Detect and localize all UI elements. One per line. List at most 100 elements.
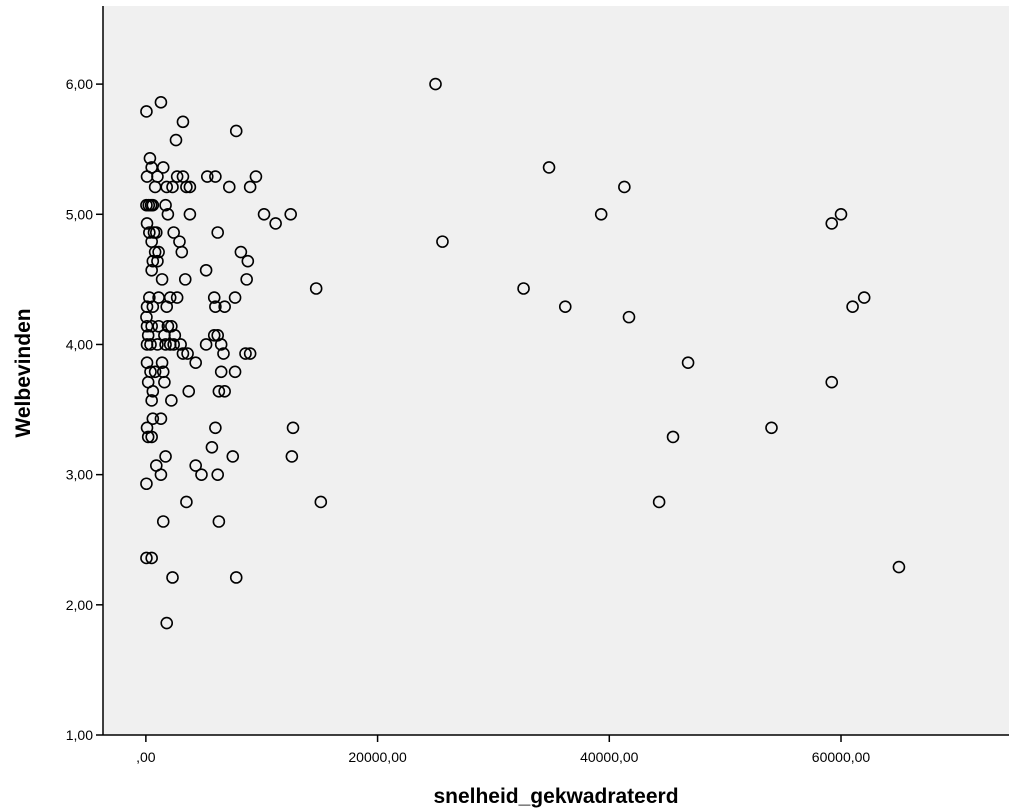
data-point bbox=[212, 515, 226, 528]
data-point bbox=[156, 161, 170, 174]
data-point bbox=[160, 616, 174, 630]
data-point bbox=[176, 115, 190, 129]
data-point bbox=[143, 152, 157, 165]
data-point bbox=[180, 180, 193, 194]
data-point bbox=[222, 180, 236, 194]
data-point bbox=[825, 375, 839, 389]
data-point bbox=[249, 170, 263, 183]
data-point bbox=[228, 291, 242, 304]
data-point bbox=[175, 245, 189, 259]
data-point bbox=[176, 347, 190, 360]
data-point bbox=[209, 421, 222, 435]
data-point bbox=[165, 394, 178, 407]
y-tick-label: 5,00 bbox=[66, 206, 93, 222]
data-point bbox=[140, 310, 153, 324]
data-point bbox=[558, 300, 572, 314]
data-point bbox=[209, 170, 222, 183]
data-point bbox=[182, 385, 196, 398]
data-point bbox=[622, 310, 636, 324]
data-point bbox=[217, 347, 230, 360]
data-point bbox=[141, 430, 155, 444]
data-point bbox=[156, 515, 170, 528]
data-point bbox=[200, 170, 214, 183]
data-point bbox=[681, 356, 695, 369]
data-point bbox=[209, 300, 222, 314]
y-tick-label: 2,00 bbox=[66, 597, 93, 613]
y-axis-title: Welbevinden bbox=[12, 308, 35, 437]
data-point bbox=[517, 282, 530, 295]
data-point bbox=[145, 263, 158, 277]
data-point bbox=[159, 450, 172, 463]
data-point bbox=[226, 450, 240, 463]
data-point bbox=[145, 394, 158, 407]
y-tick-label: 4,00 bbox=[66, 336, 93, 352]
data-point bbox=[284, 207, 297, 221]
data-point bbox=[212, 385, 226, 398]
data-point bbox=[152, 245, 165, 259]
data-point bbox=[181, 347, 194, 360]
data-point bbox=[243, 180, 257, 194]
data-point bbox=[229, 124, 243, 138]
data-point bbox=[155, 273, 169, 286]
data-point bbox=[594, 207, 608, 221]
data-point bbox=[765, 421, 778, 435]
data-point bbox=[195, 468, 208, 481]
data-point bbox=[239, 347, 252, 360]
data-point bbox=[309, 282, 323, 295]
data-point bbox=[257, 207, 271, 221]
x-tick-label: 60000,00 bbox=[812, 749, 871, 765]
data-point bbox=[183, 180, 197, 194]
data-point bbox=[167, 338, 180, 351]
data-point bbox=[666, 430, 680, 444]
data-point bbox=[159, 198, 172, 212]
data-point bbox=[154, 468, 168, 481]
data-point bbox=[218, 300, 231, 314]
data-point bbox=[241, 254, 255, 268]
y-tick-label: 1,00 bbox=[66, 727, 93, 743]
data-point bbox=[146, 254, 160, 268]
data-point bbox=[243, 347, 257, 360]
data-point bbox=[314, 495, 328, 509]
data-point bbox=[205, 441, 219, 454]
data-point bbox=[174, 338, 187, 351]
data-point bbox=[618, 180, 631, 194]
data-point bbox=[429, 77, 442, 91]
data-point bbox=[189, 459, 202, 472]
data-point bbox=[151, 338, 164, 351]
data-point bbox=[155, 356, 169, 369]
data-point bbox=[229, 571, 243, 584]
x-axis-title: snelheid_gekwadrateerd bbox=[433, 785, 678, 808]
data-point bbox=[143, 226, 156, 239]
data-point bbox=[234, 245, 248, 259]
data-point bbox=[240, 273, 253, 286]
data-points bbox=[140, 77, 906, 630]
data-point bbox=[148, 365, 162, 379]
data-point bbox=[542, 161, 556, 174]
data-point bbox=[846, 300, 859, 314]
data-point bbox=[146, 385, 160, 398]
data-point bbox=[144, 338, 157, 351]
data-point bbox=[892, 560, 906, 574]
data-point bbox=[207, 291, 221, 304]
data-point bbox=[228, 365, 242, 379]
data-point bbox=[652, 495, 666, 509]
data-point bbox=[140, 477, 153, 491]
data-point bbox=[152, 319, 165, 333]
data-point bbox=[211, 226, 224, 239]
data-point bbox=[167, 226, 180, 239]
data-point bbox=[159, 338, 172, 351]
data-point bbox=[436, 235, 449, 248]
data-point bbox=[154, 412, 168, 425]
x-tick-label: 20000,00 bbox=[348, 749, 407, 765]
y-axis-ticks: 1,00 2,00 3,00 4,00 5,00 6,00 bbox=[66, 76, 103, 743]
data-point bbox=[207, 329, 221, 342]
data-point bbox=[146, 412, 160, 425]
data-point bbox=[199, 338, 213, 351]
data-point bbox=[145, 319, 158, 333]
data-point bbox=[286, 421, 300, 435]
data-point bbox=[148, 245, 162, 259]
data-point bbox=[140, 105, 153, 118]
data-point bbox=[146, 300, 160, 314]
data-point bbox=[160, 300, 174, 314]
data-point bbox=[214, 365, 228, 379]
